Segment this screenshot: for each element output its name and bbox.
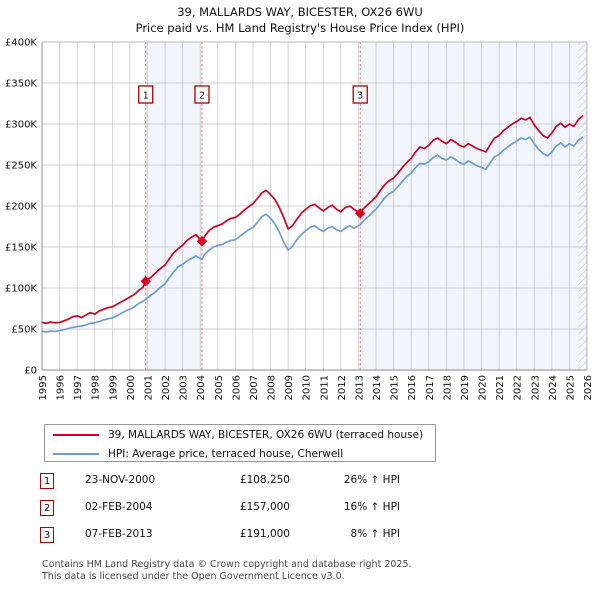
x-axis-tick-label: 1998	[91, 375, 102, 400]
legend-label-price: 39, MALLARDS WAY, BICESTER, OX26 6WU (te…	[108, 429, 424, 441]
x-axis-tick-label: 2013	[354, 375, 365, 400]
table-row: 3 07-FEB-2013 £191,000 8% ↑ HPI	[40, 524, 460, 551]
y-axis-tick-label: £400K	[5, 38, 37, 49]
transaction-price: £157,000	[239, 501, 290, 513]
x-axis-tick-label: 2024	[548, 375, 559, 400]
y-axis-tick-label: £250K	[5, 161, 37, 172]
price-paid-line	[41, 114, 584, 325]
x-axis-tick-label: 2003	[179, 375, 190, 400]
line-swatch-hpi	[53, 453, 99, 455]
x-axis-tick-label: 1995	[38, 375, 49, 400]
status-badge: 3	[40, 527, 54, 543]
footer-line-1: Contains HM Land Registry data © Crown c…	[42, 559, 412, 570]
footer-line-2: This data is licensed under the Open Gov…	[42, 570, 345, 582]
transaction-date: 07-FEB-2013	[85, 528, 153, 540]
page-title: 39, MALLARDS WAY, BICESTER, OX26 6WU	[177, 5, 423, 19]
chart-legend: 39, MALLARDS WAY, BICESTER, OX26 6WU (te…	[44, 424, 436, 462]
x-axis-tick-label: 2002	[161, 375, 172, 400]
hpi-line	[41, 136, 584, 333]
x-axis-tick-label: 2000	[126, 375, 137, 400]
x-axis-tick-label: 2009	[284, 375, 295, 400]
x-axis-tick-label: 2020	[478, 375, 489, 400]
y-axis-tick-label: £50K	[11, 325, 37, 336]
legend-label-hpi: HPI: Average price, terraced house, Cher…	[108, 448, 344, 460]
x-axis-tick-label: 2008	[267, 375, 278, 400]
transaction-marker	[355, 208, 366, 219]
marker-badge-label: 2	[199, 91, 205, 102]
transaction-hpi-delta: 16% ↑ HPI	[343, 501, 400, 513]
marker-badge-label: 3	[357, 91, 363, 102]
page-subtitle: Price paid vs. HM Land Registry's House …	[135, 21, 465, 35]
x-axis-tick-label: 2026	[583, 375, 594, 400]
transaction-marker	[196, 236, 208, 247]
x-axis-tick-label: 2018	[442, 375, 453, 400]
marker-badge-label: 1	[143, 91, 149, 102]
legend-entry-price: 39, MALLARDS WAY, BICESTER, OX26 6WU (te…	[45, 426, 435, 444]
table-row: 1 23-NOV-2000 £108,250 26% ↑ HPI	[40, 470, 460, 497]
price-history-chart: £0 £50K £100K £150K £200K £250K £300K £350K £400…	[5, 38, 594, 401]
transactions-table: 1 23-NOV-2000 £108,250 26% ↑ HPI 2 02-FE…	[40, 470, 460, 551]
x-axis-tick-label: 1996	[56, 375, 67, 400]
y-axis-tick-label: £0	[24, 366, 37, 377]
copyright-footer: Contains HM Land Registry data © Crown c…	[42, 559, 582, 582]
x-axis-tick-label: 2021	[495, 375, 506, 400]
legend-entry-hpi: HPI: Average price, terraced house, Cher…	[45, 445, 435, 463]
transaction-marker	[140, 276, 151, 287]
x-axis-tick-label: 2022	[513, 375, 524, 400]
x-axis-tick-label: 2025	[565, 375, 576, 400]
y-axis-tick-label: £350K	[5, 79, 37, 90]
transaction-price: £191,000	[239, 528, 290, 540]
x-axis-tick-label: 2014	[372, 375, 383, 400]
x-axis-tick-label: 2023	[530, 375, 541, 400]
transaction-price: £108,250	[239, 474, 290, 486]
chart-title-block: 39, MALLARDS WAY, BICESTER, OX26 6WU Pri…	[0, 4, 600, 36]
x-axis-tick-label: 2007	[249, 375, 260, 400]
y-axis-tick-label: £150K	[5, 243, 37, 254]
x-axis-tick-label: 1999	[108, 375, 119, 400]
y-axis-tick-label: £100K	[5, 284, 37, 295]
x-axis-tick-label: 2004	[196, 375, 207, 400]
x-axis-tick-label: 2005	[214, 375, 225, 400]
transaction-date: 23-NOV-2000	[85, 474, 156, 486]
status-badge: 1	[40, 473, 54, 489]
x-axis-tick-label: 2006	[231, 375, 242, 400]
x-axis-tick-label: 2015	[390, 375, 401, 400]
line-swatch-price	[53, 434, 99, 436]
x-axis-tick-label: 2010	[302, 375, 313, 400]
x-axis-tick-label: 2016	[407, 375, 418, 400]
marker-badge	[352, 85, 368, 104]
x-axis-tick-label: 2011	[319, 375, 330, 400]
y-axis-tick-label: £300K	[5, 120, 37, 131]
x-axis-tick-label: 2017	[425, 375, 436, 400]
marker-badge	[138, 85, 154, 104]
transaction-date: 02-FEB-2004	[85, 501, 153, 513]
x-axis-tick-label: 2019	[460, 375, 471, 400]
transaction-hpi-delta: 26% ↑ HPI	[343, 474, 400, 486]
y-axis-tick-label: £200K	[5, 202, 37, 213]
x-axis-tick-label: 2001	[143, 375, 154, 400]
x-axis-tick-label: 1997	[73, 375, 84, 400]
marker-badge	[194, 85, 210, 104]
x-axis-tick-label: 2012	[337, 375, 348, 400]
status-badge: 2	[40, 500, 54, 516]
table-row: 2 02-FEB-2004 £157,000 16% ↑ HPI	[40, 497, 460, 524]
transaction-hpi-delta: 8% ↑ HPI	[350, 528, 400, 540]
